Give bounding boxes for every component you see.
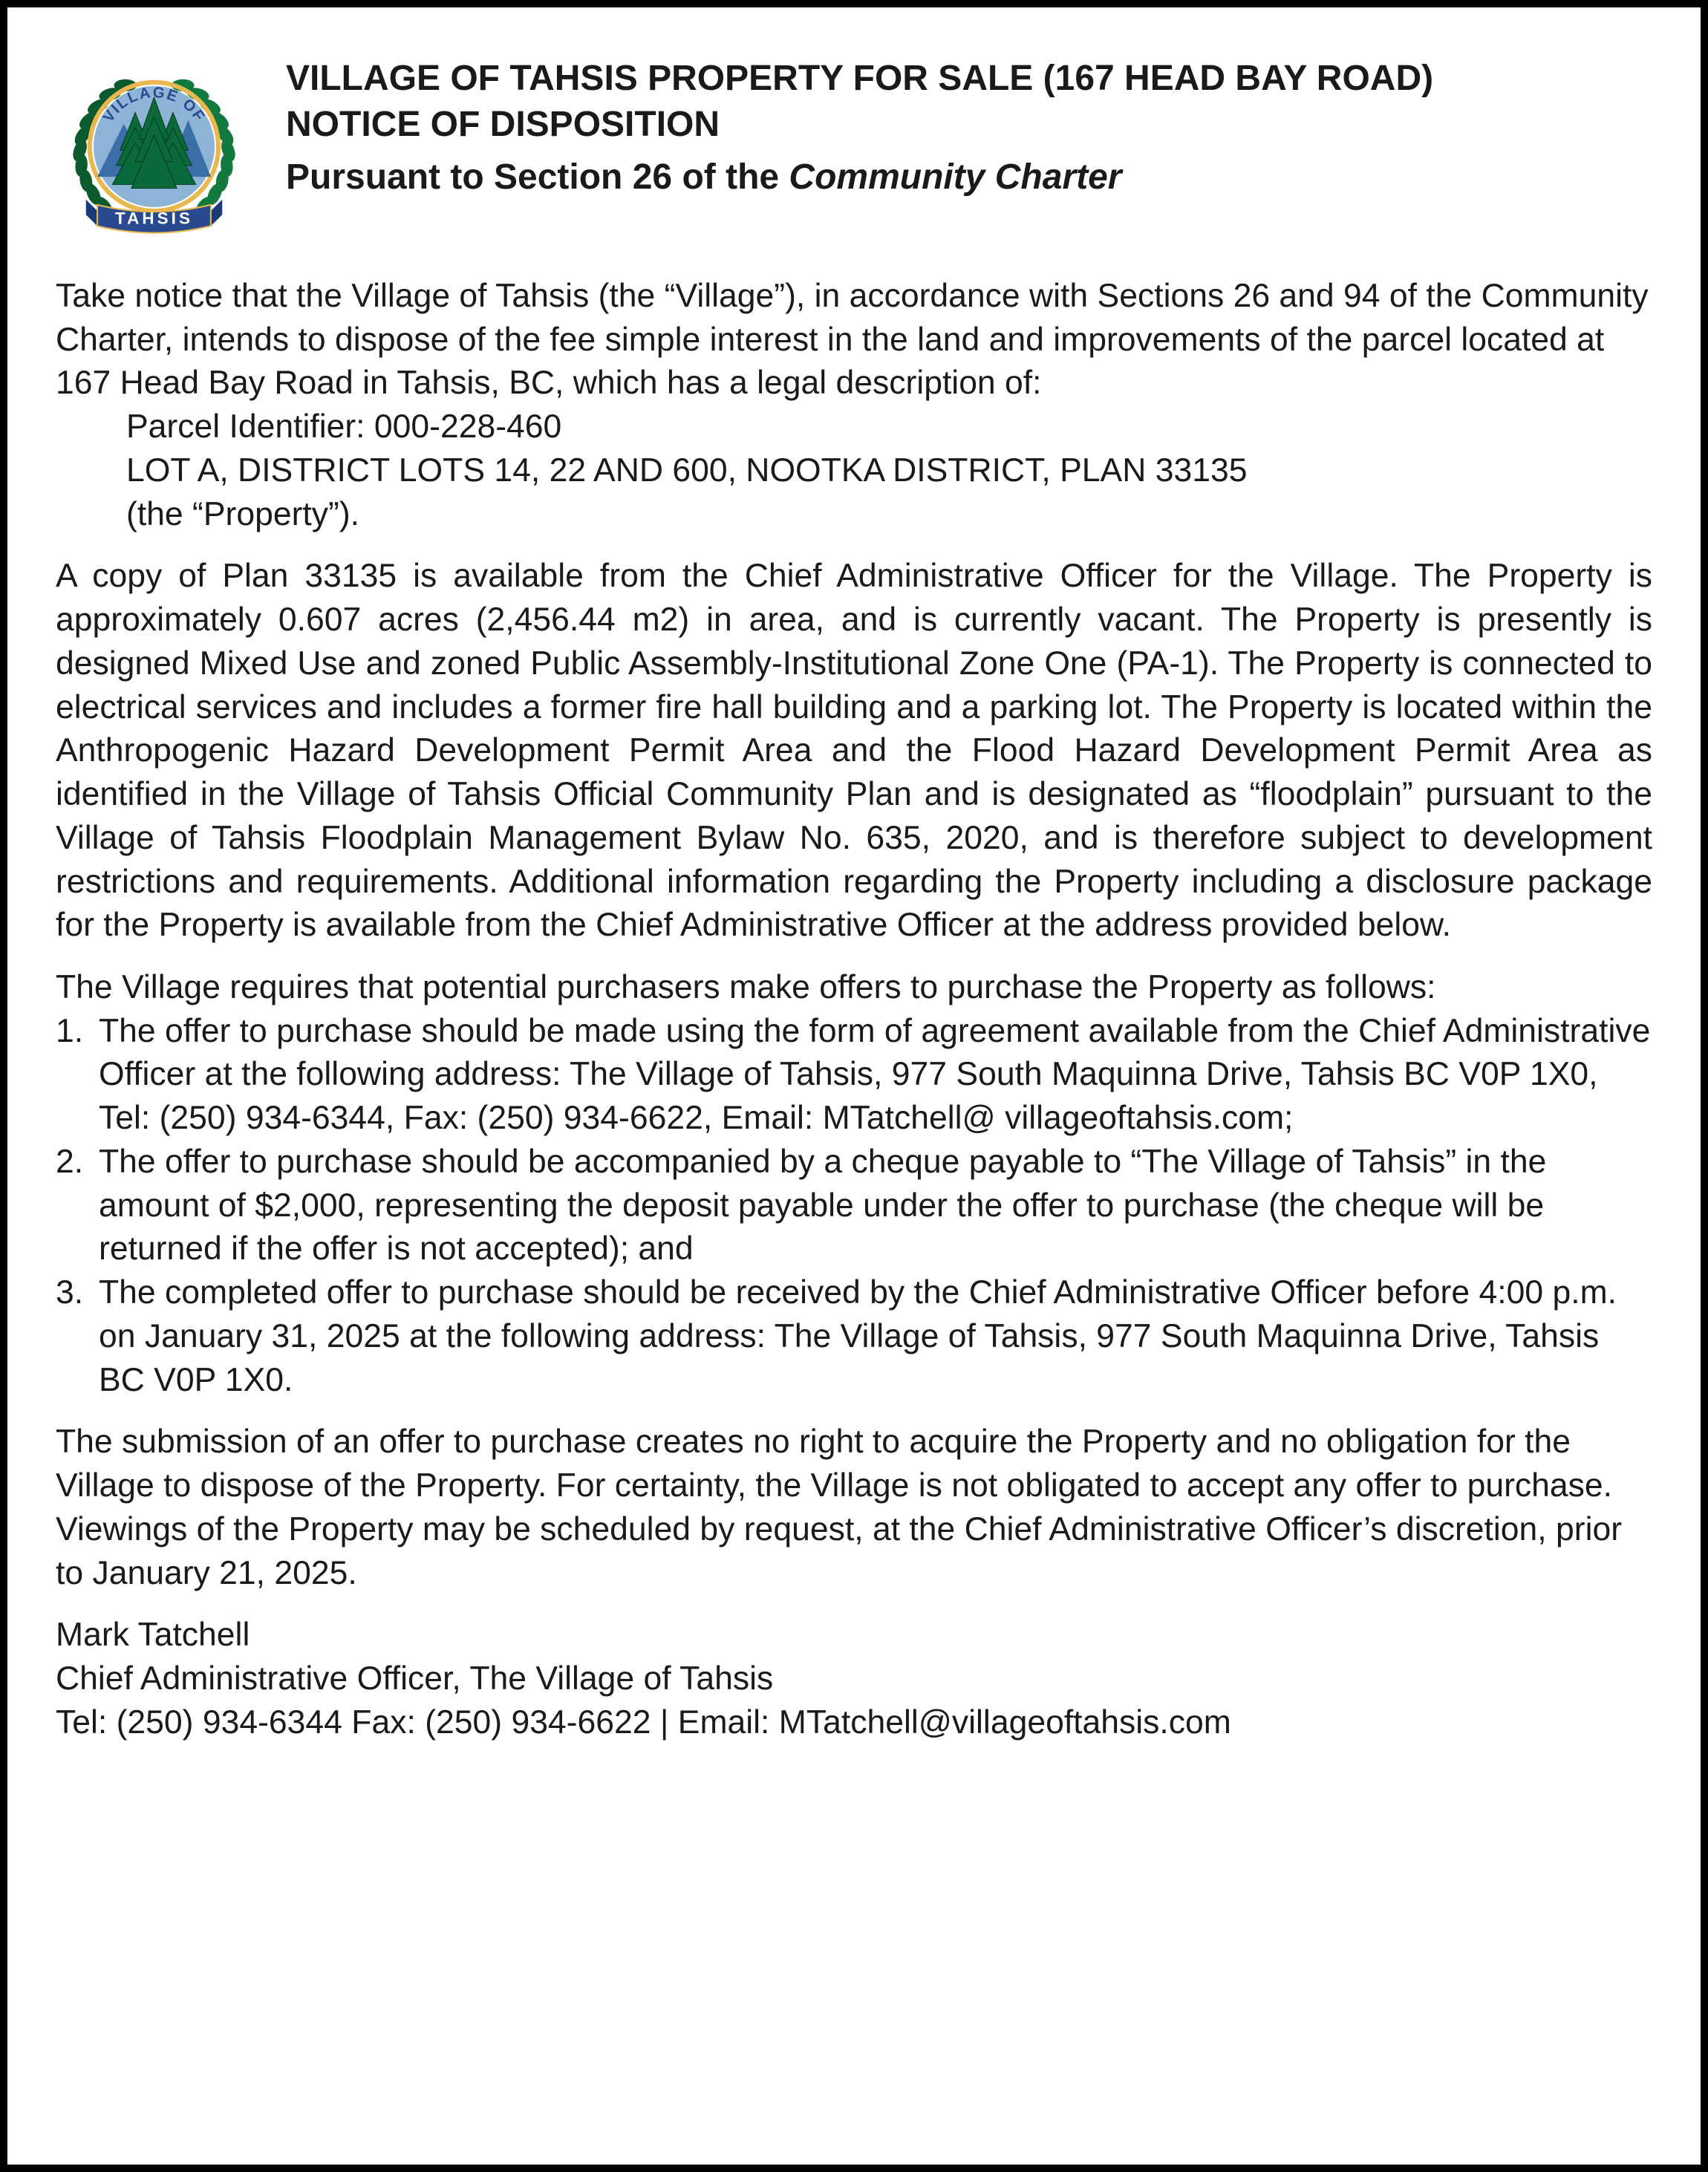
disclaimer: The submission of an offer to purchase c… — [56, 1421, 1652, 1595]
subtitle-italic: Community Charter — [789, 157, 1121, 197]
intro: Take notice that the Village of Tahsis (… — [56, 275, 1652, 536]
description: A copy of Plan 33135 is available from t… — [56, 555, 1652, 948]
village-crest-icon: VILLAGE OF — [56, 52, 252, 252]
contact-details: Tel: (250) 934-6344 Fax: (250) 934-6622 … — [56, 1701, 1652, 1745]
title-line-2: NOTICE OF DISPOSITION — [286, 102, 1652, 148]
offer-item: The completed offer to purchase should b… — [56, 1271, 1652, 1402]
parcel-label: (the “Property”). — [126, 493, 1652, 537]
parcel-identifier: Parcel Identifier: 000-228-460 — [126, 405, 1652, 449]
offers-intro: The Village requires that potential purc… — [56, 966, 1652, 1010]
intro-text: Take notice that the Village of Tahsis (… — [56, 275, 1652, 405]
header: VILLAGE OF — [56, 52, 1652, 252]
offers-section: The Village requires that potential purc… — [56, 966, 1652, 1402]
contact-title: Chief Administrative Officer, The Villag… — [56, 1657, 1652, 1701]
contact-name: Mark Tatchell — [56, 1614, 1652, 1657]
svg-text:TAHSIS: TAHSIS — [115, 209, 193, 227]
body: Take notice that the Village of Tahsis (… — [56, 275, 1652, 1745]
offer-item: The offer to purchase should be accompan… — [56, 1141, 1652, 1271]
notice-document: VILLAGE OF — [0, 0, 1708, 2172]
offers-list: The offer to purchase should be made usi… — [56, 1010, 1652, 1403]
contact-block: Mark Tatchell Chief Administrative Offic… — [56, 1614, 1652, 1744]
title-line-1: VILLAGE OF TAHSIS PROPERTY FOR SALE (167… — [286, 56, 1652, 102]
title-block: VILLAGE OF TAHSIS PROPERTY FOR SALE (167… — [286, 52, 1652, 200]
offer-item: The offer to purchase should be made usi… — [56, 1010, 1652, 1141]
subtitle-prefix: Pursuant to Section 26 of the — [286, 157, 789, 197]
subtitle: Pursuant to Section 26 of the Community … — [286, 154, 1652, 200]
parcel-lot: LOT A, DISTRICT LOTS 14, 22 AND 600, NOO… — [126, 449, 1652, 493]
parcel-block: Parcel Identifier: 000-228-460 LOT A, DI… — [56, 405, 1652, 536]
